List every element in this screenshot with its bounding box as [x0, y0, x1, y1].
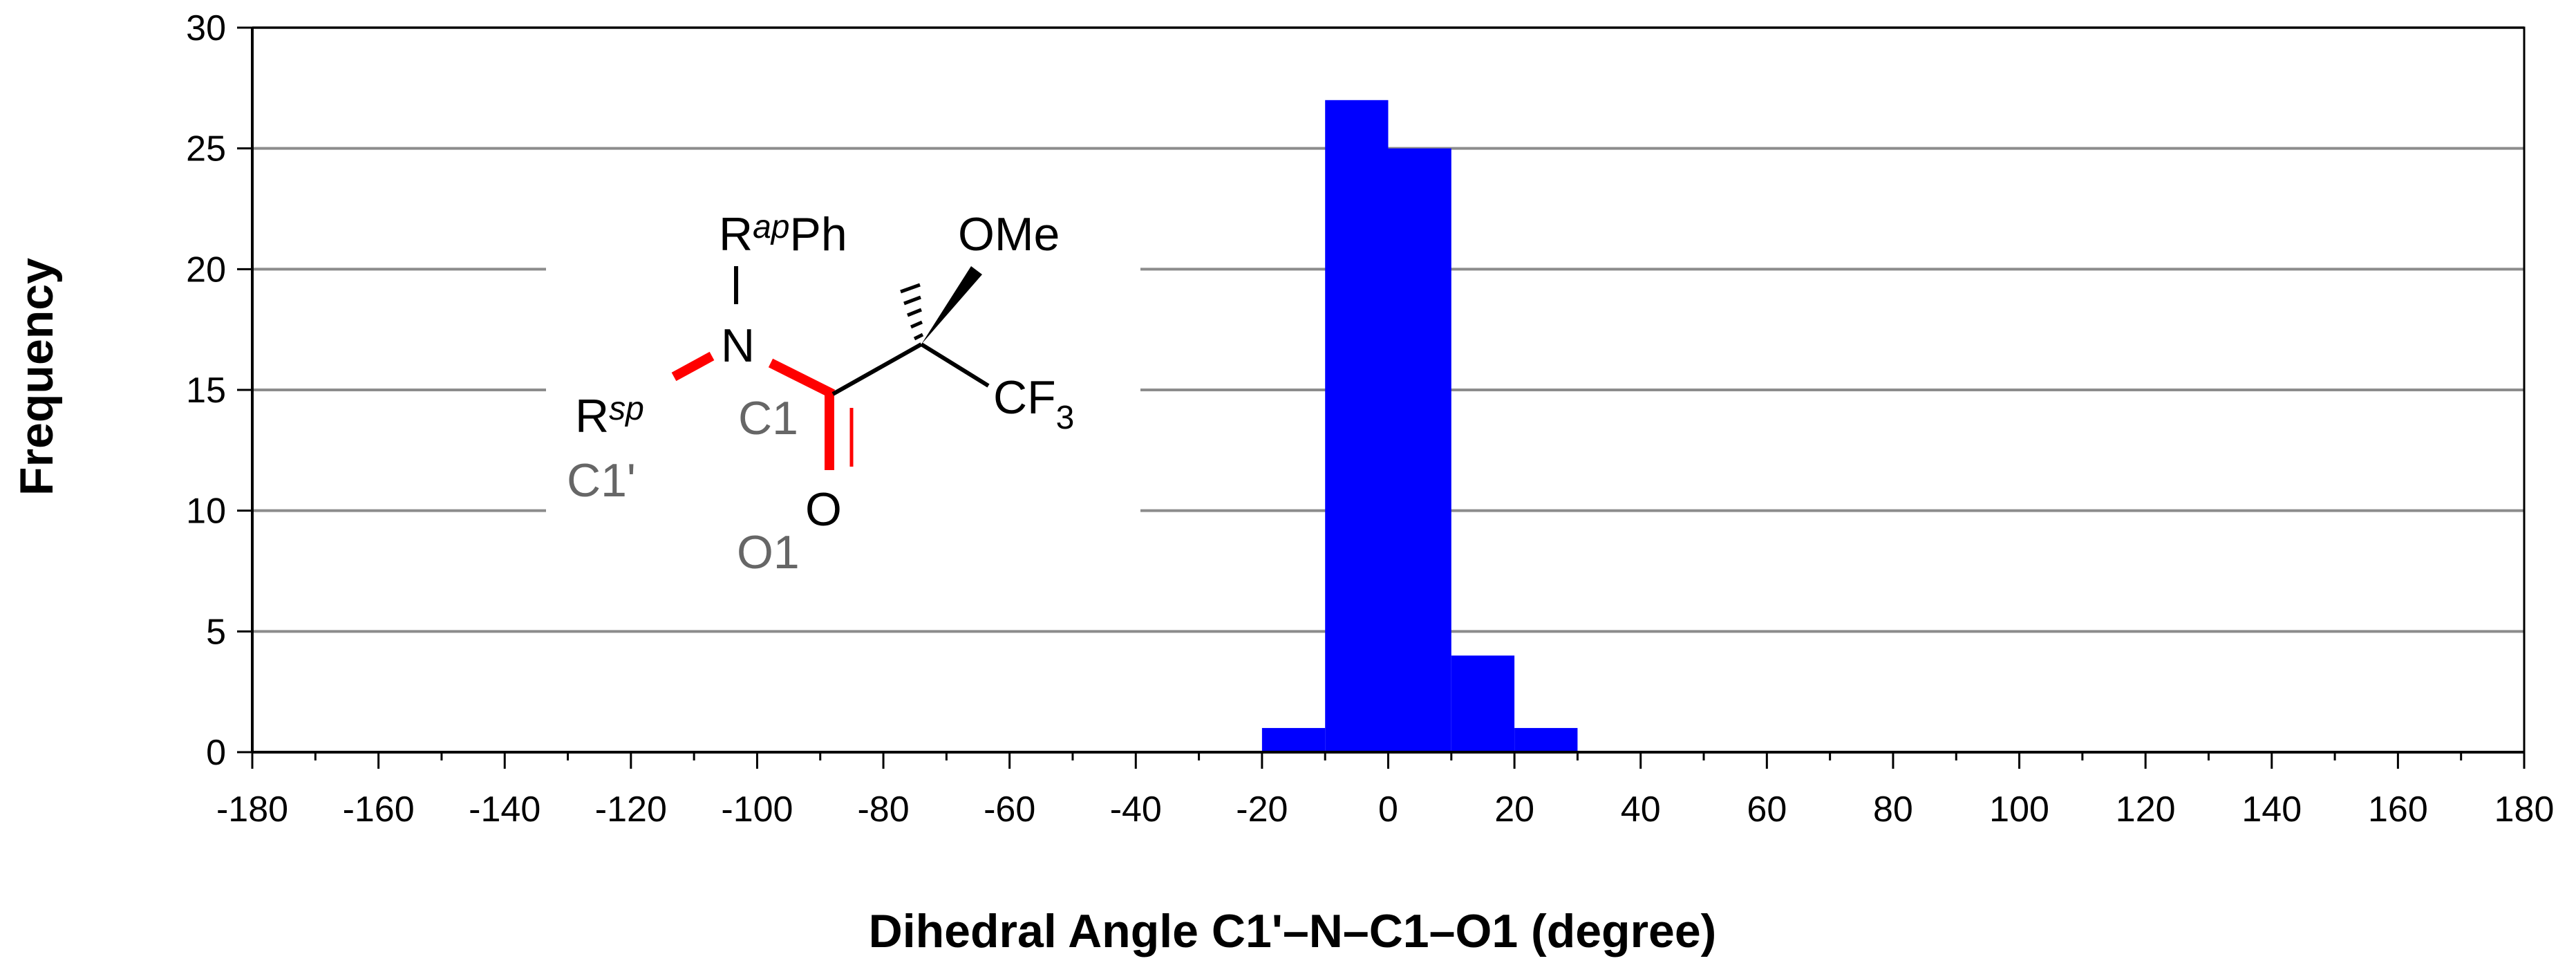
bars: [1261, 100, 1578, 753]
label-o1: O1: [737, 526, 800, 579]
x-tick-label--120: -120: [595, 789, 667, 830]
x-tick-label--20: -20: [1236, 789, 1288, 830]
y-tick-label-0: 0: [206, 733, 226, 773]
bar-3: [1451, 655, 1515, 752]
x-axis: -180 -160 -140 -120 -100 -80 -60 -40 -20 0 20 40 60 8…: [216, 751, 2555, 830]
rsp-group: Rsp: [575, 390, 644, 442]
rap-r: R: [719, 208, 753, 261]
x-tick-label-80: 80: [1873, 789, 1913, 830]
x-tick-label-140: 140: [2241, 789, 2302, 830]
x-tick-label-0: 0: [1378, 789, 1398, 830]
bond-calpha-cf3: [920, 342, 990, 388]
label-c1: C1: [738, 392, 798, 445]
bond-rsp-n: [671, 351, 715, 382]
x-tick-label-160: 160: [2368, 789, 2428, 830]
x-tick-label--40: -40: [1110, 789, 1162, 830]
y-tick-label-10: 10: [186, 492, 226, 532]
x-tick-label-60: 60: [1747, 789, 1787, 830]
oxygen-atom: O: [805, 483, 842, 536]
y-tick-label-5: 5: [206, 612, 226, 652]
y-axis: 0 5 10 15 20 25 30: [186, 8, 254, 773]
y-tick-label-15: 15: [186, 371, 226, 411]
nitrogen-atom: N: [721, 319, 755, 372]
rap-group: RapPh: [719, 208, 847, 261]
rap-sup: ap: [753, 209, 789, 245]
bar-4: [1514, 728, 1578, 752]
x-axis-title: Dihedral Angle C1'–N–C1–O1 (degree): [869, 905, 1717, 957]
x-tick-label--100: -100: [721, 789, 793, 830]
y-tick-label-20: 20: [186, 250, 226, 290]
x-tick-label--180: -180: [216, 789, 288, 830]
chemical-structure: RapPh OMe N Rsp CF3 O C1 C1' O1: [546, 173, 1140, 615]
x-tick-label--140: -140: [469, 789, 540, 830]
x-tick-label-20: 20: [1494, 789, 1534, 830]
x-tick-label--80: -80: [857, 789, 909, 830]
hashed-bond-ph: [900, 283, 924, 341]
x-tick-label-120: 120: [2116, 789, 2176, 830]
rsp-sup: sp: [609, 391, 644, 427]
x-tick-label--160: -160: [343, 789, 415, 830]
label-c1-prime: C1': [567, 454, 636, 507]
bond-c1-calpha: [831, 342, 923, 396]
cf-text: CF: [993, 371, 1056, 424]
x-tick-label-100: 100: [1989, 789, 2049, 830]
structure-background: [546, 173, 1140, 615]
bar-1: [1325, 100, 1389, 753]
cf3-group: CF3: [993, 371, 1074, 436]
rsp-r: R: [575, 390, 609, 442]
rap-ph: Ph: [790, 208, 847, 261]
wedge-bond-ome: [921, 266, 982, 344]
ome-group: OMe: [958, 208, 1060, 261]
bond-n-c1: [768, 358, 836, 399]
x-tick-label-40: 40: [1621, 789, 1661, 830]
bar-0: [1261, 728, 1326, 752]
cf-sub: 3: [1056, 400, 1075, 436]
bar-2: [1388, 148, 1451, 752]
x-tick-label-180: 180: [2494, 789, 2555, 830]
y-axis-title: Frequency: [10, 258, 63, 496]
x-tick-label--60: -60: [984, 789, 1035, 830]
y-tick-label-25: 25: [186, 129, 226, 169]
y-tick-label-30: 30: [186, 8, 226, 48]
